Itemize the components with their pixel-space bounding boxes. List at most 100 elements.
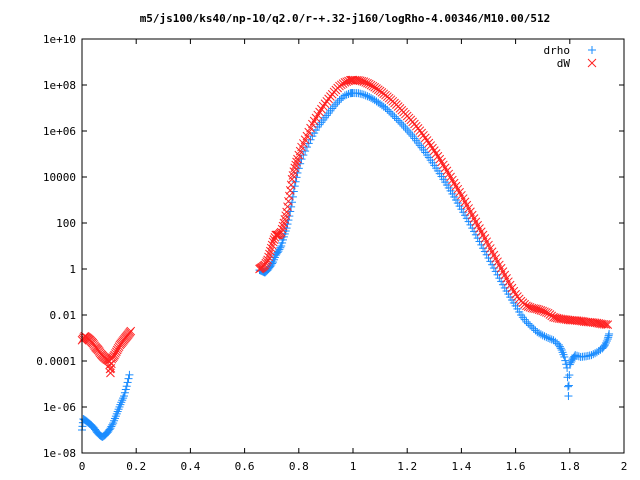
data-point [388,110,397,119]
data-point [274,247,283,256]
data-point [281,211,291,221]
data-point [529,304,539,313]
data-point [565,371,574,380]
data-point [265,249,274,259]
data-point [576,316,585,326]
data-point [556,344,565,353]
data-point [544,334,553,342]
data-point [363,92,372,101]
data-point [536,330,545,339]
data-point [397,120,406,129]
data-point [352,75,361,85]
data-point [540,332,549,341]
data-point [555,342,564,351]
x-tick-label: 1.6 [506,460,526,473]
legend-label-dW: dW [557,57,571,70]
data-point [424,138,434,148]
data-point [361,91,370,100]
plot-frame [81,38,625,454]
data-point [120,388,129,397]
data-point [599,319,609,329]
data-point [542,333,551,342]
data-point [524,319,533,328]
data-point [419,130,428,140]
x-tick-label: 1.8 [560,460,580,473]
data-point [550,313,560,323]
x-tick-label: 1 [350,460,357,473]
data-point [574,316,584,326]
data-point [383,105,392,114]
data-point [381,104,390,112]
chart-title: m5/js100/ks40/np-10/q2.0/r-+.32-j160/log… [140,12,551,25]
data-point [592,318,602,328]
data-point [120,392,129,401]
data-point [522,317,531,326]
data-point [428,143,437,153]
data-point [394,116,403,125]
x-tick-label: 0.4 [180,460,200,473]
data-point [117,398,126,407]
data-point [119,394,128,403]
data-point [605,329,614,338]
data-point [291,160,300,170]
data-point [276,227,286,237]
series-drho [78,88,614,441]
data-point [264,252,273,262]
x-tick-label: 0 [79,460,86,473]
data-point [531,304,540,314]
data-point [279,218,289,228]
data-point [603,320,613,330]
data-point [273,230,282,240]
data-point [406,130,415,139]
data-point [405,128,414,137]
x-tick-label: 0.8 [289,460,309,473]
y-tick-label: 0.0001 [36,355,76,368]
axis-ticks: 0 0.2 0.4 0.6 0.8 1 1.2 1.4 1.6 1.8 2 1e-08 1e-06 0.0… [36,33,627,473]
data-point [385,107,394,116]
data-point [282,207,291,217]
series-dW [77,75,613,378]
data-point [276,243,285,252]
data-point [564,381,573,390]
data-point [601,338,610,347]
data-point [527,303,537,313]
data-point [565,360,574,369]
data-point [275,245,284,254]
data-point [602,337,611,346]
data-point [123,378,132,387]
data-point [283,202,292,212]
data-point [588,318,598,327]
data-point [573,351,582,360]
data-point [589,350,598,359]
data-point [267,240,277,250]
data-point [107,422,116,431]
data-series [77,75,614,441]
data-point [342,90,351,99]
data-point [392,114,401,123]
data-point [401,124,410,133]
data-point [118,396,127,405]
data-point [549,312,558,322]
data-point [395,118,404,127]
x-tick-label: 1.4 [451,460,471,473]
data-point [263,255,272,265]
data-point [125,370,134,379]
y-tick-label: 1e+10 [43,33,76,46]
data-point [365,93,374,102]
data-point [403,126,412,135]
data-point [106,424,115,433]
x-tick-label: 1.2 [397,460,417,473]
data-point [331,100,340,109]
data-point [280,214,290,224]
y-tick-label: 0.01 [50,309,77,322]
data-point [594,319,604,328]
legend-label-drho: drho [544,44,571,57]
data-point [529,324,538,333]
data-point [526,321,535,330]
x-tick-label: 0.6 [235,460,255,473]
data-point [390,112,399,121]
y-tick-label: 1e-06 [43,401,76,414]
